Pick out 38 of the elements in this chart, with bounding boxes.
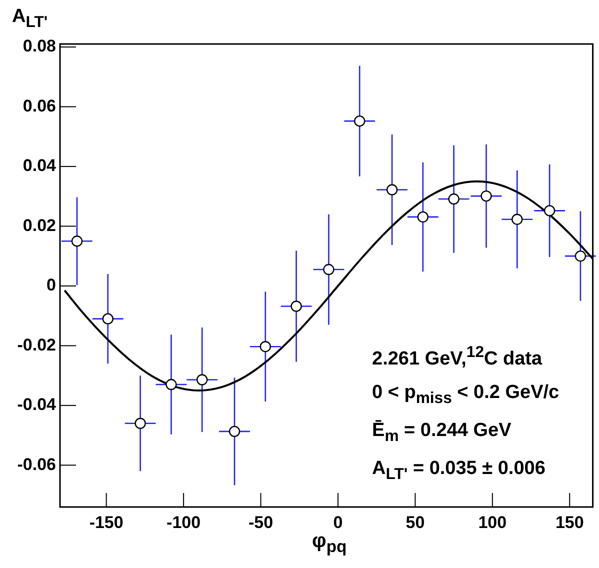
point	[386, 184, 398, 196]
x-tick-label: -50	[248, 512, 274, 532]
y-tick-label: 0	[46, 276, 56, 295]
point	[544, 205, 556, 216]
y-tick-label: 0.06	[22, 96, 56, 116]
x-axis-title: φ$_{pq}$	[312, 530, 347, 557]
point	[228, 426, 240, 438]
annotation: 0 < p$_{miss}$ < 0.2 GeV/c	[372, 382, 560, 408]
point	[196, 374, 208, 386]
x-tick-label: 50	[406, 512, 425, 532]
x-tick-label: 100	[478, 512, 507, 532]
y-tick-label: -0.06	[17, 454, 56, 474]
point	[102, 313, 114, 324]
point	[134, 418, 146, 429]
annotation: 2.261 GeV,$^{12}$C data	[372, 344, 542, 370]
x-tick-label: -150	[89, 512, 124, 532]
point	[71, 236, 83, 247]
annotation: A$_{LT'}$ = 0.035 ± 0.006	[372, 458, 546, 484]
y-axis-title: A$_{LT'}$	[12, 6, 48, 32]
point	[480, 190, 492, 202]
point	[323, 264, 334, 276]
point	[290, 300, 302, 312]
y-tick-label: 0.02	[22, 216, 56, 235]
x-tick-label: -100	[166, 512, 201, 532]
y-tick-label: 0.08	[22, 36, 56, 56]
point	[354, 115, 366, 127]
point	[574, 250, 586, 262]
point	[417, 211, 429, 223]
y-tick-label: 0.04	[22, 156, 57, 176]
point	[448, 193, 460, 205]
point	[260, 340, 271, 352]
x-tick-label: 150	[555, 512, 584, 532]
y-tick-label: -0.04	[17, 395, 57, 414]
point	[166, 378, 177, 390]
y-tick-label: -0.02	[17, 335, 56, 354]
point	[512, 214, 523, 225]
annotation: Ē$_{m}$ = 0.244 GeV	[372, 420, 512, 446]
x-tick-label: 0	[333, 512, 343, 532]
